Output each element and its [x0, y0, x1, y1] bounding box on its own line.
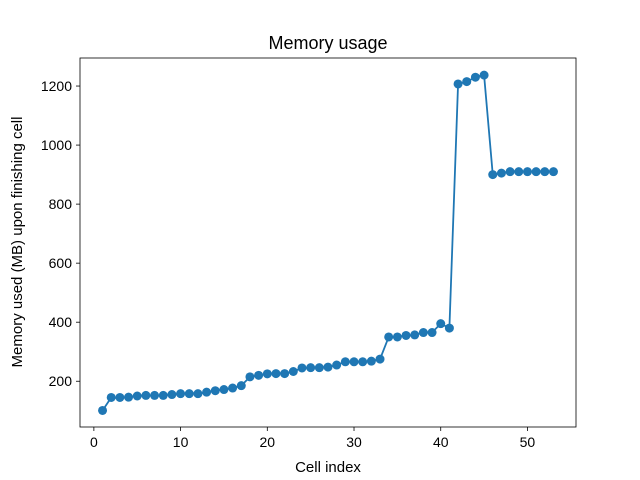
data-point — [297, 363, 307, 373]
data-point — [349, 357, 359, 367]
data-point — [98, 405, 108, 415]
data-point — [254, 370, 264, 380]
data-point — [531, 167, 541, 177]
x-tick-label: 50 — [520, 434, 536, 450]
y-tick-label: 800 — [49, 196, 73, 212]
data-point — [548, 167, 558, 177]
data-point — [470, 72, 480, 82]
plot-frame — [79, 57, 577, 428]
data-point — [158, 390, 168, 400]
data-point — [479, 70, 489, 80]
data-point — [236, 381, 246, 391]
data-point — [505, 167, 515, 177]
x-tick-label: 30 — [346, 434, 362, 450]
data-point — [306, 363, 316, 373]
data-point — [384, 332, 394, 342]
data-point — [210, 386, 220, 396]
data-point — [453, 79, 463, 89]
data-point — [496, 168, 506, 178]
y-tick-label: 1000 — [41, 137, 72, 153]
x-tick-label: 40 — [433, 434, 449, 450]
data-point — [401, 330, 411, 340]
data-point — [115, 392, 125, 402]
data-point — [193, 389, 203, 399]
data-point — [436, 319, 446, 329]
data-point — [176, 389, 186, 399]
y-tick-label: 600 — [49, 255, 73, 271]
data-point — [410, 330, 420, 340]
data-point — [245, 372, 255, 382]
data-point — [540, 167, 550, 177]
data-point — [288, 367, 298, 377]
data-point — [228, 383, 238, 393]
data-point — [323, 362, 333, 372]
data-point — [150, 390, 160, 400]
data-point — [202, 387, 212, 397]
chart-title: Memory usage — [268, 33, 387, 53]
data-point — [124, 392, 134, 402]
x-tick-label: 0 — [90, 434, 98, 450]
data-point — [358, 357, 368, 367]
data-point — [366, 356, 376, 366]
x-tick-label: 20 — [260, 434, 276, 450]
data-point — [332, 360, 342, 370]
data-point — [280, 369, 290, 379]
y-axis-label: Memory used (MB) upon finishing cell — [9, 117, 26, 368]
data-point — [314, 363, 324, 373]
data-point — [375, 354, 385, 364]
series-line — [101, 74, 554, 411]
x-tick-label: 10 — [173, 434, 189, 450]
data-point — [427, 328, 437, 338]
data-point — [392, 332, 402, 342]
y-tick-label: 1200 — [41, 78, 72, 94]
data-point — [444, 323, 454, 333]
data-point — [184, 389, 194, 399]
y-tick-label: 200 — [49, 373, 73, 389]
data-points — [98, 70, 558, 415]
data-point — [418, 328, 428, 338]
data-point — [141, 390, 151, 400]
data-point — [219, 385, 229, 395]
y-tick-label: 400 — [49, 314, 73, 330]
data-point — [167, 390, 177, 400]
data-point — [262, 369, 272, 379]
data-point — [522, 167, 532, 177]
data-point — [462, 77, 472, 87]
data-point — [514, 167, 524, 177]
data-point — [340, 357, 350, 367]
data-point — [271, 369, 281, 379]
data-point — [132, 391, 142, 401]
x-axis-label: Cell index — [295, 459, 361, 476]
axis-ticks: 0 10 20 30 40 50 200 400 600 800 1000 1200 — [41, 78, 536, 450]
data-point — [106, 392, 116, 402]
data-point — [488, 170, 498, 180]
